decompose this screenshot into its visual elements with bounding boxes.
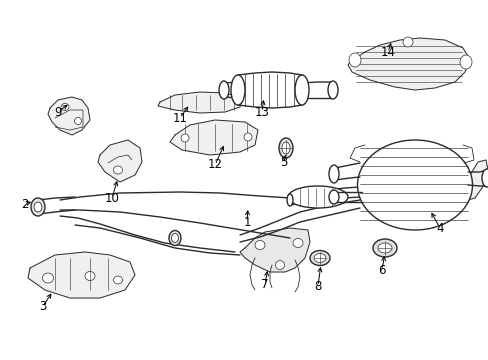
Ellipse shape: [459, 55, 471, 69]
Ellipse shape: [286, 194, 292, 206]
Text: 8: 8: [314, 279, 321, 292]
Polygon shape: [48, 97, 90, 135]
Text: 14: 14: [380, 45, 395, 58]
Ellipse shape: [219, 81, 228, 99]
Ellipse shape: [244, 133, 251, 141]
Ellipse shape: [279, 138, 292, 158]
Ellipse shape: [287, 186, 347, 208]
Text: 6: 6: [378, 264, 385, 276]
Polygon shape: [170, 120, 258, 155]
Ellipse shape: [181, 134, 189, 142]
Ellipse shape: [34, 202, 42, 212]
Ellipse shape: [275, 261, 284, 270]
Ellipse shape: [292, 238, 303, 248]
Polygon shape: [98, 140, 142, 182]
Text: 4: 4: [435, 221, 443, 234]
Ellipse shape: [481, 169, 488, 187]
Ellipse shape: [313, 253, 325, 262]
Ellipse shape: [230, 75, 244, 105]
Ellipse shape: [357, 140, 471, 230]
Text: 3: 3: [39, 300, 46, 312]
Ellipse shape: [282, 142, 289, 154]
Ellipse shape: [294, 75, 308, 105]
Ellipse shape: [377, 243, 391, 253]
Ellipse shape: [31, 198, 45, 216]
Polygon shape: [240, 228, 309, 272]
Ellipse shape: [74, 117, 81, 125]
Ellipse shape: [309, 251, 329, 266]
Ellipse shape: [85, 271, 95, 280]
Ellipse shape: [372, 239, 396, 257]
Ellipse shape: [327, 81, 337, 99]
Ellipse shape: [61, 104, 69, 111]
Ellipse shape: [348, 53, 360, 67]
Polygon shape: [463, 160, 487, 200]
Text: 9: 9: [54, 105, 61, 118]
Ellipse shape: [169, 230, 181, 246]
Text: 7: 7: [261, 278, 268, 291]
Text: 5: 5: [280, 157, 287, 170]
Ellipse shape: [113, 276, 122, 284]
Text: 11: 11: [172, 112, 187, 125]
Ellipse shape: [328, 165, 338, 183]
Polygon shape: [28, 252, 135, 298]
Polygon shape: [347, 38, 469, 90]
Text: 10: 10: [104, 192, 119, 204]
Text: 1: 1: [243, 216, 250, 229]
Polygon shape: [158, 92, 242, 113]
Ellipse shape: [328, 190, 338, 204]
Text: 2: 2: [21, 198, 29, 211]
Ellipse shape: [402, 37, 412, 47]
Ellipse shape: [171, 234, 178, 243]
Ellipse shape: [42, 273, 53, 283]
Text: 13: 13: [254, 105, 269, 118]
Text: 12: 12: [207, 158, 222, 171]
Ellipse shape: [254, 240, 264, 249]
Ellipse shape: [113, 166, 122, 174]
